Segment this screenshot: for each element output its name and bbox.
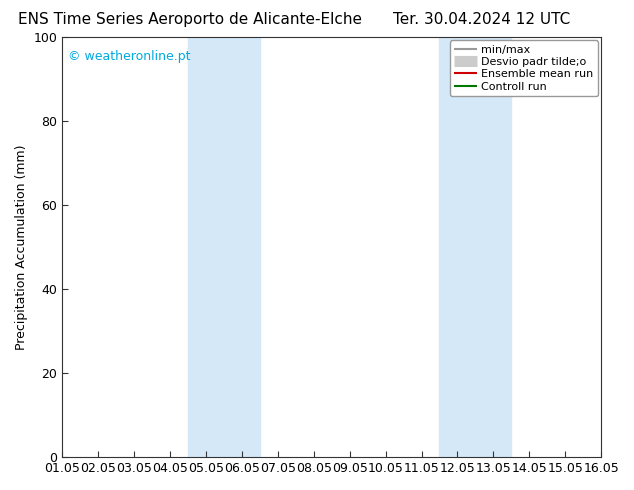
Legend: min/max, Desvio padr tilde;o, Ensemble mean run, Controll run: min/max, Desvio padr tilde;o, Ensemble m…	[450, 41, 598, 96]
Y-axis label: Precipitation Accumulation (mm): Precipitation Accumulation (mm)	[15, 145, 28, 350]
Text: © weatheronline.pt: © weatheronline.pt	[68, 50, 190, 63]
Bar	[439, 37, 511, 457]
Text: ENS Time Series Aeroporto de Alicante-Elche: ENS Time Series Aeroporto de Alicante-El…	[18, 12, 362, 27]
Text: Ter. 30.04.2024 12 UTC: Ter. 30.04.2024 12 UTC	[393, 12, 571, 27]
Bar	[188, 37, 260, 457]
